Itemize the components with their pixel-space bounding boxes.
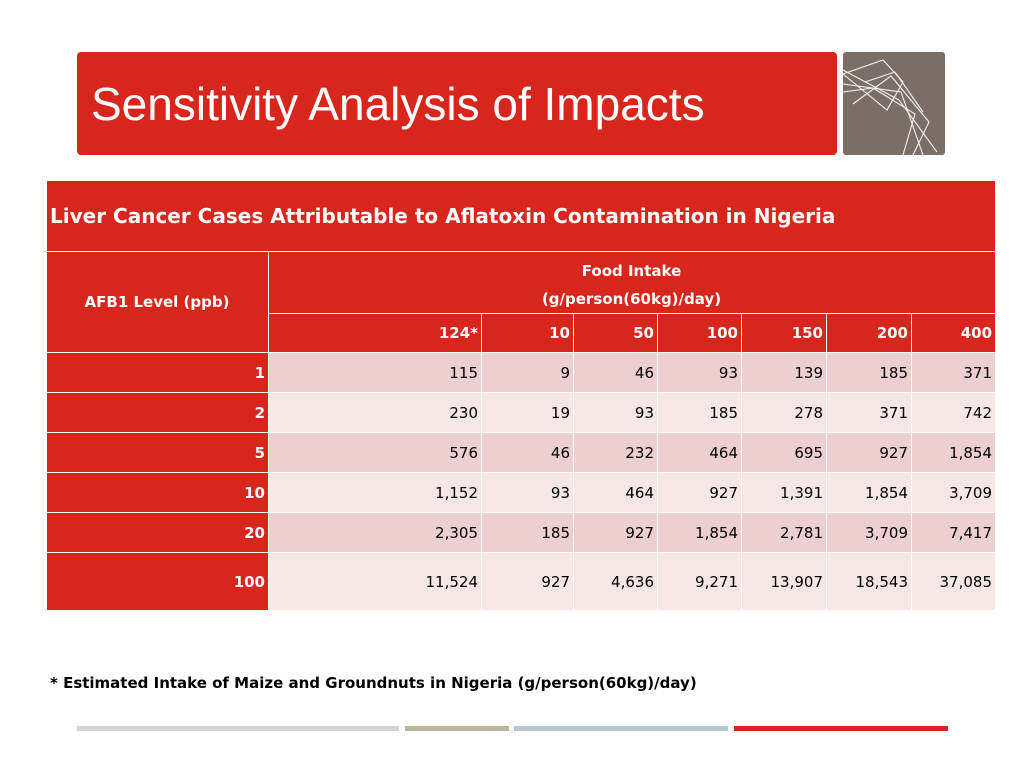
table-cell: 115: [268, 352, 482, 393]
table-cell: 37,085: [910, 552, 997, 611]
column-header: 400: [910, 313, 997, 353]
table-cell: 927: [481, 552, 574, 611]
table-cell: 19: [481, 392, 574, 433]
table-cell: 1,391: [741, 472, 827, 513]
table-cell: 2,781: [741, 512, 827, 553]
table-cell: 371: [910, 352, 997, 393]
column-header: 50: [573, 313, 658, 353]
table-cell: 13,907: [741, 552, 827, 611]
table-cell: 927: [826, 432, 912, 473]
table-cell: 576: [268, 432, 482, 473]
row-label: 5: [46, 432, 269, 473]
table-cell: 371: [826, 392, 912, 433]
table-cell: 185: [481, 512, 574, 553]
table-cell: 9: [481, 352, 574, 393]
table-cell: 139: [741, 352, 827, 393]
table-cell: 3,709: [826, 512, 912, 553]
table-cell: 1,854: [657, 512, 742, 553]
bottom-line-blue: [514, 726, 728, 731]
table-cell: 464: [657, 432, 742, 473]
row-label: 100: [46, 552, 269, 611]
column-header: 124*: [268, 313, 482, 353]
abstract-lines-icon: [843, 59, 938, 155]
food-intake-title: Food Intake: [581, 262, 682, 280]
table-cell: 1,152: [268, 472, 482, 513]
column-header: 200: [826, 313, 912, 353]
bottom-line-gray: [77, 726, 399, 731]
table-caption: Liver Cancer Cases Attributable to Aflat…: [45, 180, 997, 252]
liver-cancer-table: Liver Cancer Cases Attributable to Aflat…: [45, 180, 997, 611]
table-cell: 185: [826, 352, 912, 393]
row-label: 2: [46, 392, 269, 433]
food-intake-header: Food Intake (g/person(60kg)/day): [267, 251, 997, 314]
column-header: 10: [481, 313, 574, 353]
table-cell: 927: [657, 472, 742, 513]
table-row: 2 230 19 93 185 278 371 742: [46, 392, 997, 433]
table-cell: 4,636: [573, 552, 658, 611]
table-cell: 742: [910, 392, 997, 433]
table-cell: 1,854: [910, 432, 997, 473]
bottom-line-red: [734, 726, 948, 731]
table-cell: 230: [268, 392, 482, 433]
table-row: 1 115 9 46 93 139 185 371: [46, 352, 997, 393]
table-cell: 278: [741, 392, 827, 433]
table-row: 100 11,524 927 4,636 9,271 13,907 18,543 37,085: [46, 552, 997, 611]
table-cell: 927: [573, 512, 658, 553]
table-cell: 3,709: [910, 472, 997, 513]
slide-title: Sensitivity Analysis of Impacts: [91, 78, 705, 130]
table-cell: 93: [573, 392, 658, 433]
table-cell: 185: [657, 392, 742, 433]
table-cell: 464: [573, 472, 658, 513]
table-cell: 93: [481, 472, 574, 513]
table-row: 5 576 46 232 464 695 927 1,854: [46, 432, 997, 473]
table-cell: 695: [741, 432, 827, 473]
table-cell: 1,854: [826, 472, 912, 513]
column-header: 150: [741, 313, 827, 353]
row-label: 20: [46, 512, 269, 553]
table-row: 10 1,152 93 464 927 1,391 1,854 3,709: [46, 472, 997, 513]
afb1-level-header: AFB1 Level (ppb): [46, 251, 269, 353]
title-bar: Sensitivity Analysis of Impacts: [77, 52, 837, 155]
table-cell: 46: [481, 432, 574, 473]
table-cell: 2,305: [268, 512, 482, 553]
table-cell: 46: [573, 352, 658, 393]
row-label: 1: [46, 352, 269, 393]
table-cell: 18,543: [826, 552, 912, 611]
table-cell: 232: [573, 432, 658, 473]
table-cell: 9,271: [657, 552, 742, 611]
bottom-line-olive: [405, 726, 509, 731]
column-header: 100: [657, 313, 742, 353]
decorative-logo: [843, 52, 945, 155]
food-intake-units: (g/person(60kg)/day): [541, 290, 722, 308]
table-cell: 11,524: [268, 552, 482, 611]
table-row: 20 2,305 185 927 1,854 2,781 3,709 7,417: [46, 512, 997, 553]
table-cell: 93: [657, 352, 742, 393]
row-label: 10: [46, 472, 269, 513]
footnote: * Estimated Intake of Maize and Groundnu…: [50, 674, 697, 692]
table-cell: 7,417: [910, 512, 997, 553]
